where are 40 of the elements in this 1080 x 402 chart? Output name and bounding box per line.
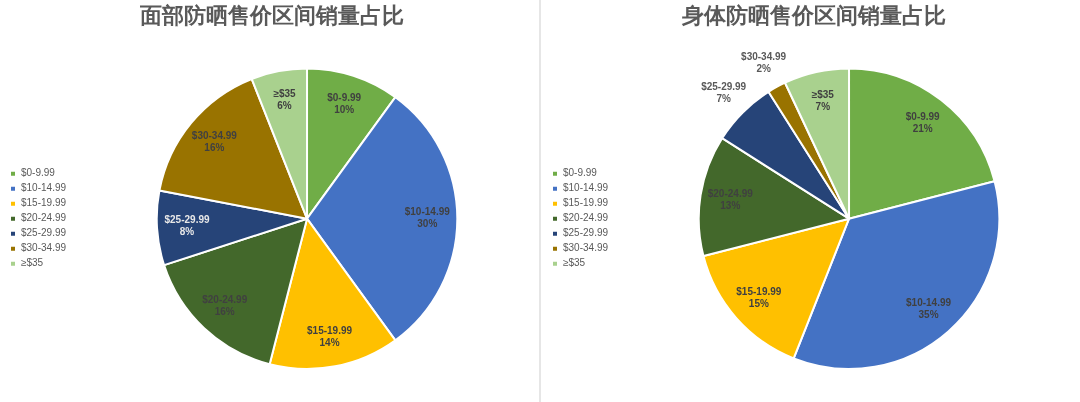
legend-label: $25-29.99 [563,227,609,239]
slice-label: $30-34.99 [191,129,238,141]
slice-label: $10-14.99 [906,296,952,308]
slice-label: $15-19.99 [307,324,353,336]
data-label: 21% [912,123,933,135]
data-label: 8% [179,226,195,237]
data-label: 15% [748,297,769,309]
chart-title: 面部防晒售价区间销量占比 [138,3,404,29]
slice-label: ≥$35 [811,89,835,101]
slice-label: $25-29.99 [701,81,747,93]
slice-label: $25-29.99 [164,214,210,225]
slice-label: $10-14.99 [404,206,451,218]
legend-label: $20-24.99 [21,212,67,224]
data-label: 16% [204,141,225,153]
legend-label: $0-9.99 [21,167,56,179]
legend-label: $0-9.99 [563,167,598,179]
data-label: 35% [918,308,939,320]
slice-label: $30-34.99 [741,51,787,63]
slice-label: $0-9.99 [905,111,941,123]
data-label: 2% [756,63,771,75]
data-label: 7% [815,101,831,113]
legend-label: ≥$35 [21,257,44,269]
legend-label: $10-14.99 [21,182,67,194]
chart-title: 身体防晒售价区间销量占比 [680,3,946,29]
legend-label: $20-24.99 [563,212,609,224]
legend-label: $30-34.99 [563,242,609,254]
data-label: 7% [716,93,731,105]
legend-label: $15-19.99 [21,197,67,209]
legend-label: $25-29.99 [21,227,67,239]
legend-label: $15-19.99 [563,197,609,209]
slice-label: ≥$35 [273,88,297,100]
slice-label: $0-9.99 [327,92,362,104]
legend-label: $30-34.99 [21,242,67,254]
legend-label: ≥$35 [563,257,586,269]
legend-label: $10-14.99 [563,182,609,194]
data-label: 6% [277,100,292,112]
data-label: 30% [417,218,438,230]
data-label: 10% [334,104,355,116]
data-label: 14% [319,336,340,348]
slice-label: $15-19.99 [736,285,782,297]
